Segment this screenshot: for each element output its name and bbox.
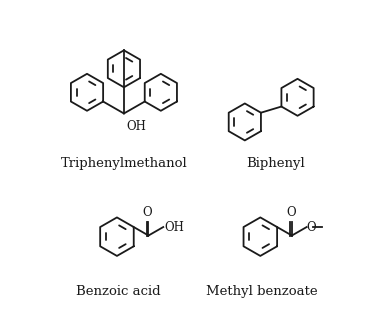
Text: Methyl benzoate: Methyl benzoate bbox=[206, 285, 318, 298]
Text: OH: OH bbox=[165, 220, 185, 234]
Text: O: O bbox=[286, 206, 296, 219]
Text: Benzoic acid: Benzoic acid bbox=[76, 285, 161, 298]
Text: Biphenyl: Biphenyl bbox=[246, 157, 305, 170]
Text: OH: OH bbox=[126, 120, 146, 133]
Text: O: O bbox=[143, 206, 152, 219]
Text: Triphenylmethanol: Triphenylmethanol bbox=[60, 157, 187, 170]
Text: O: O bbox=[307, 220, 316, 234]
